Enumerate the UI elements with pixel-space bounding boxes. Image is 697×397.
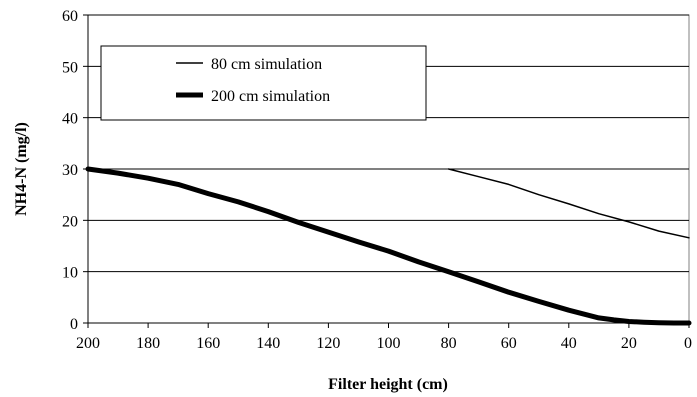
series-line-80cm bbox=[447, 168, 690, 239]
y-tick-labels: 0 10 20 30 40 50 60 bbox=[62, 8, 78, 333]
legend: 80 cm simulation 200 cm simulation bbox=[100, 45, 427, 121]
x-tick-label-120: 120 bbox=[316, 335, 340, 352]
x-tick-label-180: 180 bbox=[136, 335, 160, 352]
y-tick-label-40: 40 bbox=[62, 111, 78, 128]
x-tick-label-20: 20 bbox=[621, 335, 637, 352]
x-tick-label-140: 140 bbox=[256, 335, 280, 352]
x-tick-labels: 200 180 160 140 120 100 80 60 40 20 0 bbox=[76, 335, 692, 352]
x-tick-label-60: 60 bbox=[501, 335, 517, 352]
y-tick-label-20: 20 bbox=[62, 213, 78, 230]
y-tick-label-0: 0 bbox=[70, 316, 78, 333]
x-tick-label-100: 100 bbox=[377, 335, 401, 352]
x-tick-label-200: 200 bbox=[76, 335, 100, 352]
x-tick-label-160: 160 bbox=[196, 335, 220, 352]
series-line-200cm bbox=[85, 166, 692, 326]
y-tick-label-50: 50 bbox=[62, 59, 78, 76]
y-tick-label-10: 10 bbox=[62, 265, 78, 282]
y-tick-label-60: 60 bbox=[62, 8, 78, 25]
legend-label-200cm: 200 cm simulation bbox=[211, 88, 330, 105]
series-lines bbox=[85, 166, 692, 326]
legend-label-80cm: 80 cm simulation bbox=[211, 56, 322, 73]
x-tick-label-0: 0 bbox=[684, 335, 692, 352]
axes bbox=[83, 14, 690, 328]
y-axis-title: NH4-N (mg/l) bbox=[13, 122, 30, 216]
legend-box bbox=[100, 45, 427, 121]
x-tick-label-40: 40 bbox=[561, 335, 577, 352]
x-tick-label-80: 80 bbox=[441, 335, 457, 352]
x-axis-title: Filter height (cm) bbox=[328, 376, 448, 393]
y-tick-label-30: 30 bbox=[62, 162, 78, 179]
